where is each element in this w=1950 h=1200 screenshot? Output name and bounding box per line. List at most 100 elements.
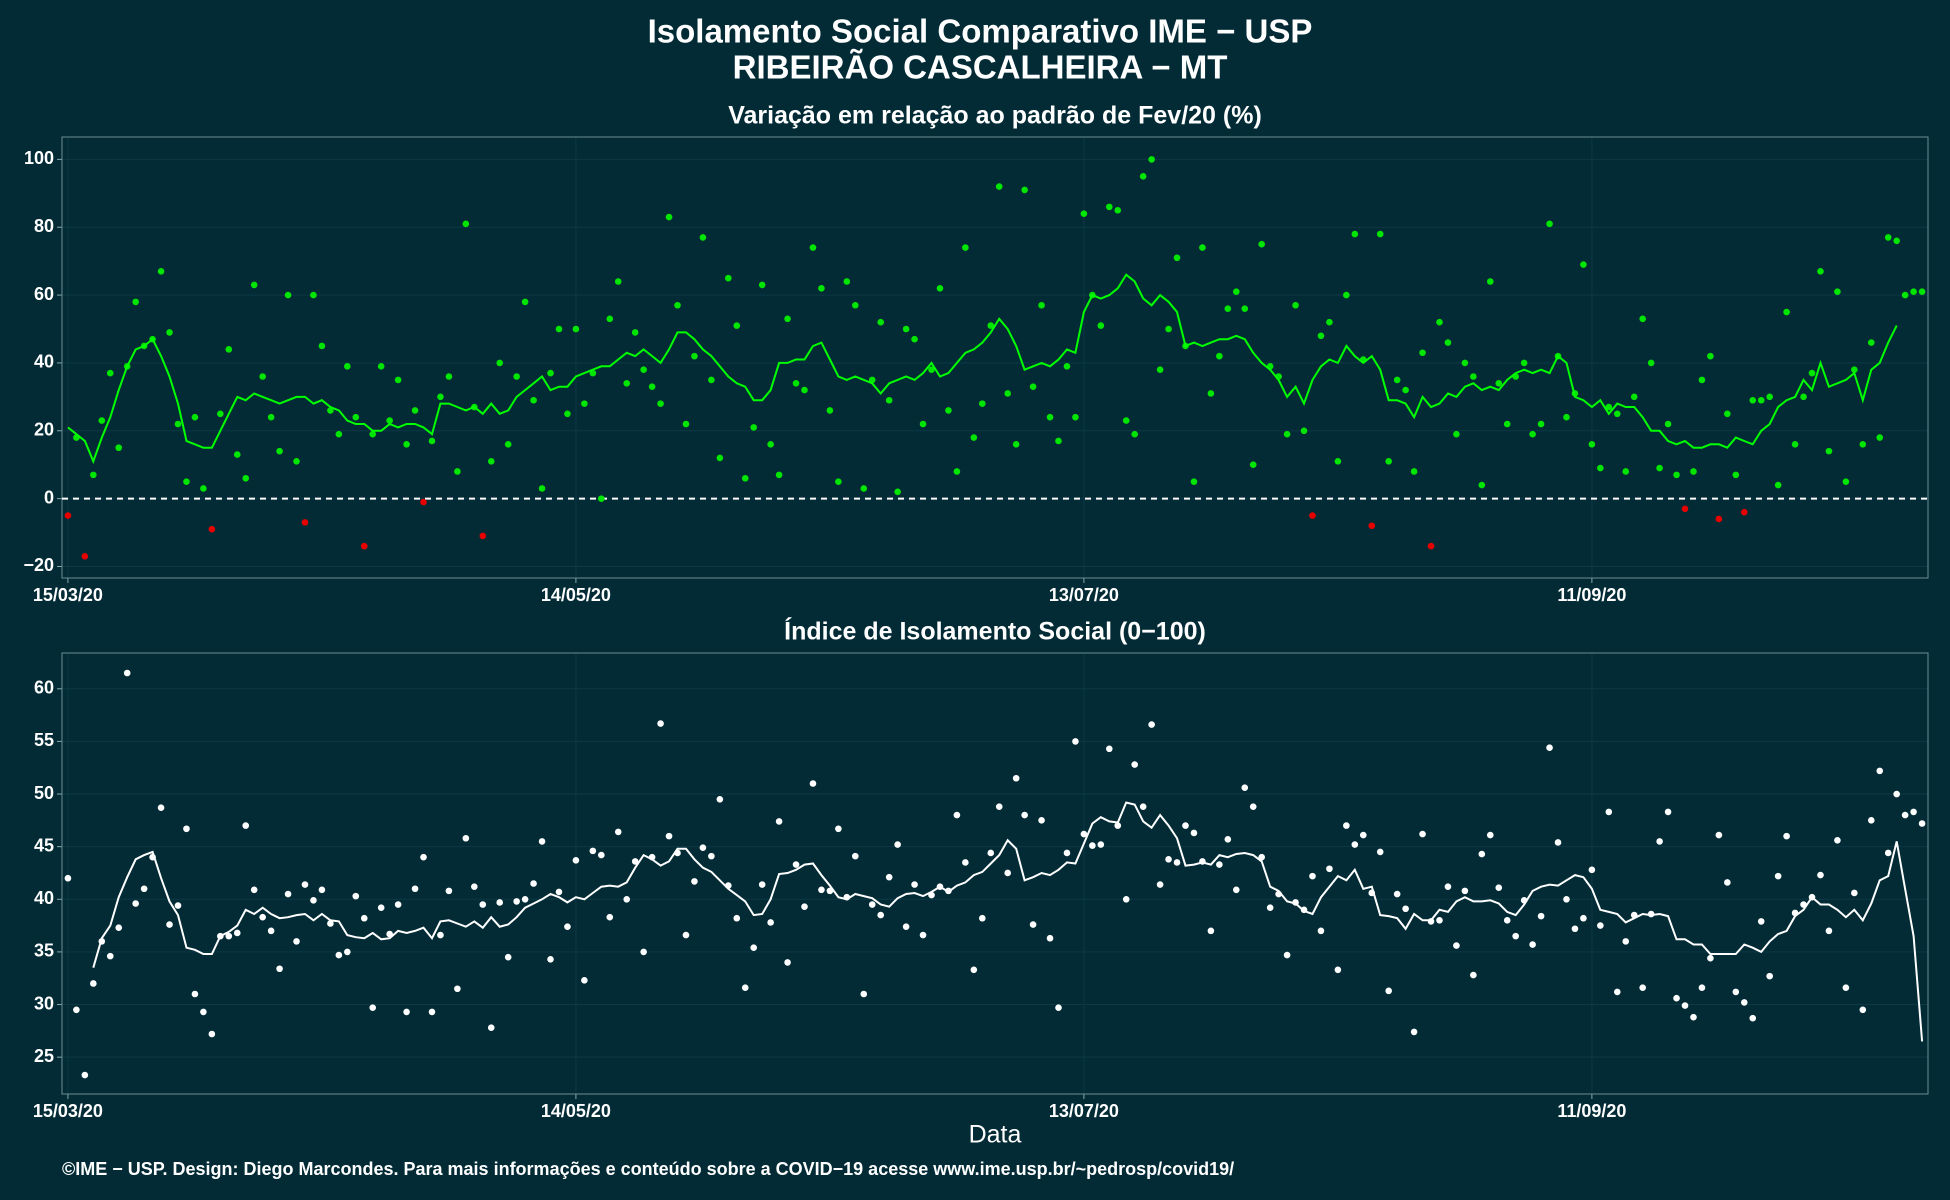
data-point — [733, 322, 741, 329]
data-point — [1681, 505, 1689, 513]
data-point — [81, 552, 89, 560]
data-point — [1148, 156, 1155, 163]
plot-frame — [61, 652, 1929, 1095]
data-point — [1698, 984, 1706, 991]
data-point — [90, 980, 97, 987]
data-point — [564, 410, 571, 418]
data-point — [1732, 988, 1740, 996]
data-point — [1656, 838, 1663, 845]
data-point — [394, 376, 402, 384]
data-point — [386, 417, 393, 424]
data-point — [369, 1004, 377, 1011]
data-point — [733, 914, 741, 922]
data-point — [233, 451, 241, 458]
data-point — [403, 441, 410, 448]
data-point — [1453, 430, 1460, 438]
data-point — [411, 407, 419, 414]
data-point — [487, 1024, 495, 1031]
data-point — [792, 861, 800, 868]
data-point — [1486, 278, 1494, 285]
data-point — [1122, 895, 1130, 903]
data-point — [335, 951, 343, 959]
data-point — [1359, 831, 1367, 839]
data-point — [250, 281, 258, 289]
data-point — [953, 468, 961, 475]
data-point — [547, 369, 554, 377]
y-tick-label: 30 — [34, 993, 54, 1013]
data-point — [225, 932, 233, 940]
data-point — [987, 322, 995, 329]
data-point — [1673, 471, 1680, 479]
data-point — [1097, 322, 1105, 329]
data-point — [454, 985, 461, 993]
data-point — [725, 274, 732, 282]
data-point — [623, 895, 631, 903]
data-point — [90, 471, 97, 479]
data-point — [716, 454, 724, 462]
data-point — [1309, 512, 1316, 519]
data-point — [581, 977, 588, 984]
data-point — [1376, 848, 1384, 856]
y-tick-label: 25 — [34, 1046, 54, 1066]
data-point — [1732, 471, 1740, 479]
data-point — [1537, 912, 1545, 920]
x-tick-label: 11/09/20 — [1557, 585, 1626, 605]
data-point — [1470, 971, 1477, 979]
data-point — [979, 914, 986, 922]
data-point — [1673, 994, 1680, 1002]
data-point — [775, 471, 783, 479]
data-point — [1757, 396, 1765, 404]
data-point — [741, 984, 749, 991]
data-point — [259, 373, 266, 380]
data-point — [1148, 721, 1155, 728]
data-point — [606, 913, 614, 921]
data-point — [750, 944, 758, 952]
data-point — [1834, 288, 1841, 295]
data-point — [1105, 745, 1113, 753]
data-point — [1173, 254, 1181, 262]
data-point — [911, 335, 918, 343]
data-point — [1419, 830, 1426, 838]
data-point — [1470, 373, 1477, 380]
data-point — [589, 847, 597, 855]
data-point — [1622, 468, 1630, 475]
data-point — [183, 825, 190, 833]
data-point — [1139, 173, 1147, 180]
data-point — [174, 902, 182, 909]
data-point — [1326, 318, 1333, 326]
data-point — [818, 886, 825, 894]
data-point — [1376, 230, 1384, 238]
data-point — [885, 873, 893, 881]
data-point — [1216, 352, 1223, 360]
data-point — [1766, 972, 1773, 980]
data-point — [487, 458, 495, 465]
data-point — [623, 379, 631, 387]
data-point — [640, 366, 647, 374]
data-point — [1512, 932, 1519, 940]
data-point — [504, 441, 512, 448]
data-point — [631, 858, 639, 865]
data-point — [1461, 887, 1469, 895]
y-tick-label: 0 — [44, 487, 54, 507]
data-point — [835, 825, 842, 833]
data-point — [902, 923, 910, 930]
data-point — [614, 828, 622, 836]
data-point — [1690, 468, 1697, 475]
data-point — [225, 346, 233, 353]
data-point — [1698, 376, 1706, 384]
data-point — [894, 488, 901, 496]
y-tick-label: 40 — [34, 352, 54, 372]
data-point — [589, 369, 597, 377]
data-point — [1190, 829, 1198, 837]
data-point — [521, 298, 529, 306]
y-tick-label: 60 — [34, 284, 54, 304]
data-point — [1910, 808, 1917, 816]
data-point — [1063, 849, 1071, 857]
data-point — [1029, 383, 1037, 390]
data-point — [598, 851, 605, 859]
trend-line — [67, 273, 1898, 465]
data-point — [1495, 884, 1503, 892]
data-point — [360, 542, 368, 550]
data-point — [1080, 210, 1088, 217]
data-point — [1165, 855, 1172, 863]
